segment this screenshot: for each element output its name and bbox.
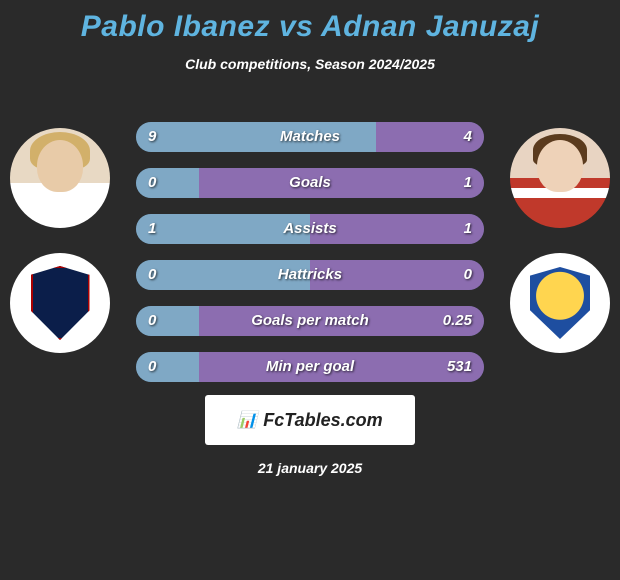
stat-label: Assists: [136, 214, 484, 244]
stat-label: Goals per match: [136, 306, 484, 336]
chart-icon: 📊: [237, 410, 257, 430]
player-right-club-logo: [510, 253, 610, 353]
stat-label: Matches: [136, 122, 484, 152]
date-label: 21 january 2025: [0, 460, 620, 476]
brand-badge: 📊 FcTables.com: [205, 395, 415, 445]
page-title: Pablo Ibanez vs Adnan Januzaj: [0, 0, 620, 44]
brand-label: FcTables.com: [263, 410, 382, 431]
comparison-bars: 94Matches 01Goals 11Assists 00Hattricks 00.2…: [136, 122, 484, 398]
stat-row: 00.25Goals per match: [136, 306, 484, 336]
stat-row: 01Goals: [136, 168, 484, 198]
stat-row: 00Hattricks: [136, 260, 484, 290]
player-right-avatar: [510, 128, 610, 228]
page-subtitle: Club competitions, Season 2024/2025: [0, 56, 620, 72]
stat-row: 0531Min per goal: [136, 352, 484, 382]
player-left-avatar: [10, 128, 110, 228]
stat-row: 11Assists: [136, 214, 484, 244]
stat-label: Goals: [136, 168, 484, 198]
stat-label: Hattricks: [136, 260, 484, 290]
player-left-club-logo: [10, 253, 110, 353]
stat-label: Min per goal: [136, 352, 484, 382]
stat-row: 94Matches: [136, 122, 484, 152]
